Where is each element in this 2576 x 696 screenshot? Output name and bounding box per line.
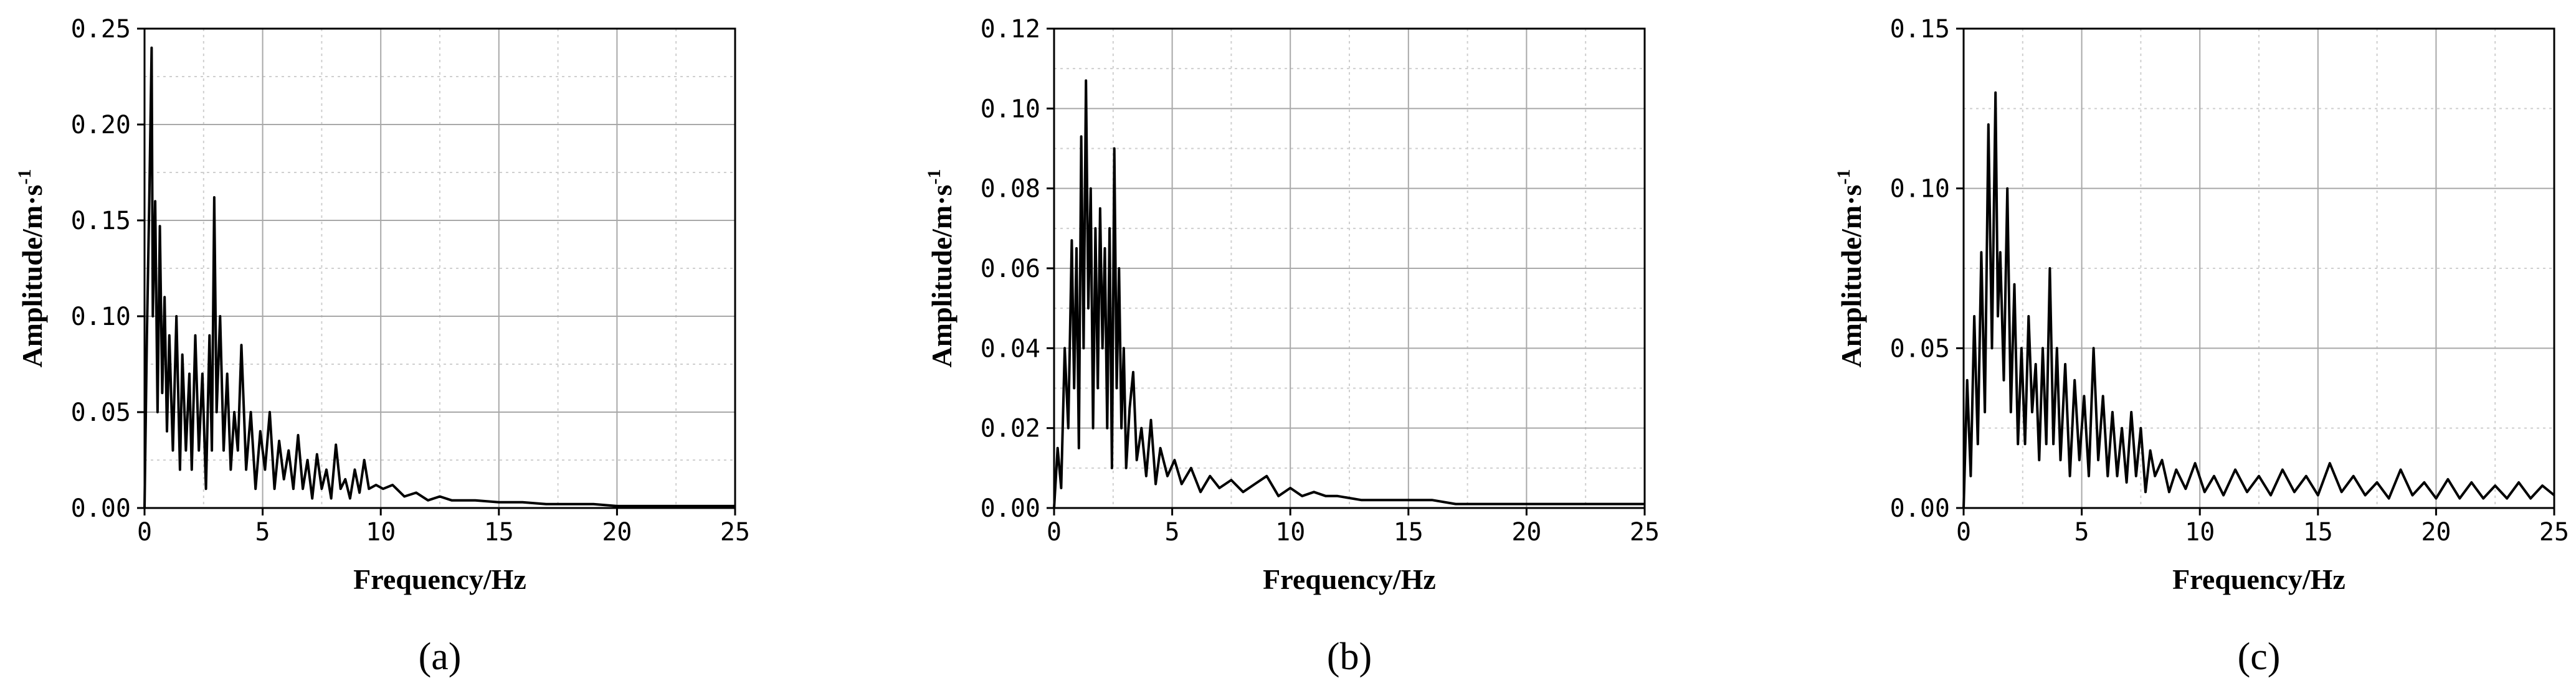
- y-tick-label: 0.02: [981, 415, 1040, 443]
- chart-panel-c: 0 5 10 15 20 25 0.00 0.05 0.10 0.15 Frequency/Hz Am…: [1833, 15, 2569, 678]
- series-line-b-0: [1053, 79, 1645, 509]
- y-tick-label: 0.00: [981, 494, 1040, 523]
- x-tick-label: 10: [366, 518, 396, 547]
- y-axis-label: Amplitude/m·s-1: [1833, 169, 1867, 368]
- y-axis-label-superscript: -1: [924, 169, 944, 185]
- y-tick-label: 0.05: [1890, 334, 1950, 363]
- y-tick-label: 0.06: [981, 255, 1040, 283]
- y-tick-label: 0.08: [981, 175, 1040, 204]
- series-line-c-0: [1962, 91, 2555, 509]
- x-tick-label: 15: [2303, 518, 2333, 547]
- y-tick-label: 0.20: [71, 111, 131, 139]
- panel-label-c: (c): [2238, 636, 2281, 678]
- y-axis-label: Amplitude/m·s-1: [14, 169, 48, 368]
- x-tick-label: 20: [602, 518, 632, 547]
- y-tick-label: 0.05: [71, 398, 131, 427]
- panel-label-a: (a): [419, 636, 462, 678]
- y-tick-label: 0.00: [1890, 494, 1950, 523]
- x-tick-label: 15: [1394, 518, 1423, 547]
- x-tick-label: 25: [720, 518, 750, 547]
- x-axis-label: Frequency/Hz: [353, 563, 526, 595]
- x-tick-label: 25: [2539, 518, 2569, 547]
- y-axis-label: Amplitude/m·s-1: [924, 169, 958, 368]
- y-axis-label-text: Amplitude/m·s: [1835, 185, 1867, 368]
- x-tick-label: 0: [1956, 518, 1971, 547]
- y-tick-label: 0.04: [981, 334, 1040, 363]
- y-tick-label: 0.00: [71, 494, 131, 523]
- panel-label-b: (b): [1327, 636, 1372, 678]
- x-tick-label: 5: [1165, 518, 1180, 547]
- y-tick-label: 0.12: [981, 15, 1040, 44]
- x-tick-label: 5: [255, 518, 270, 547]
- y-tick-label: 0.10: [71, 303, 131, 331]
- chart-panel-a: 0 5 10 15 20 25 0.00 0.05 0.10 0.15 0.20 0.25 Freque…: [14, 15, 750, 678]
- x-tick-label: 25: [1630, 518, 1660, 547]
- x-tick-label: 20: [1511, 518, 1541, 547]
- series-line-a-0: [143, 46, 735, 509]
- plot-frame: [143, 27, 736, 509]
- y-tick-label: 0.25: [71, 15, 131, 44]
- x-tick-label: 0: [137, 518, 152, 547]
- y-tick-label: 0.15: [71, 207, 131, 235]
- y-tick-label: 0.10: [981, 95, 1040, 123]
- y-axis-label-text: Amplitude/m·s: [16, 185, 48, 368]
- x-tick-label: 0: [1047, 518, 1062, 547]
- x-tick-label: 10: [2185, 518, 2215, 547]
- y-axis-label-superscript: -1: [1833, 169, 1854, 185]
- plot-frame: [1962, 27, 2555, 509]
- x-axis-label: Frequency/Hz: [1263, 563, 1436, 595]
- y-tick-label: 0.15: [1890, 15, 1950, 44]
- y-axis-label-text: Amplitude/m·s: [926, 185, 958, 368]
- chart-panel-b: 0 5 10 15 20 25 0.00 0.02 0.04 0.06 0.08 0.10 0.12 Fr…: [924, 15, 1660, 678]
- x-tick-label: 5: [2075, 518, 2089, 547]
- y-axis-label-superscript: -1: [14, 169, 35, 185]
- x-axis-label: Frequency/Hz: [2172, 563, 2345, 595]
- y-tick-label: 0.10: [1890, 175, 1950, 204]
- x-tick-label: 20: [2421, 518, 2451, 547]
- x-tick-label: 15: [484, 518, 514, 547]
- x-tick-label: 10: [1275, 518, 1305, 547]
